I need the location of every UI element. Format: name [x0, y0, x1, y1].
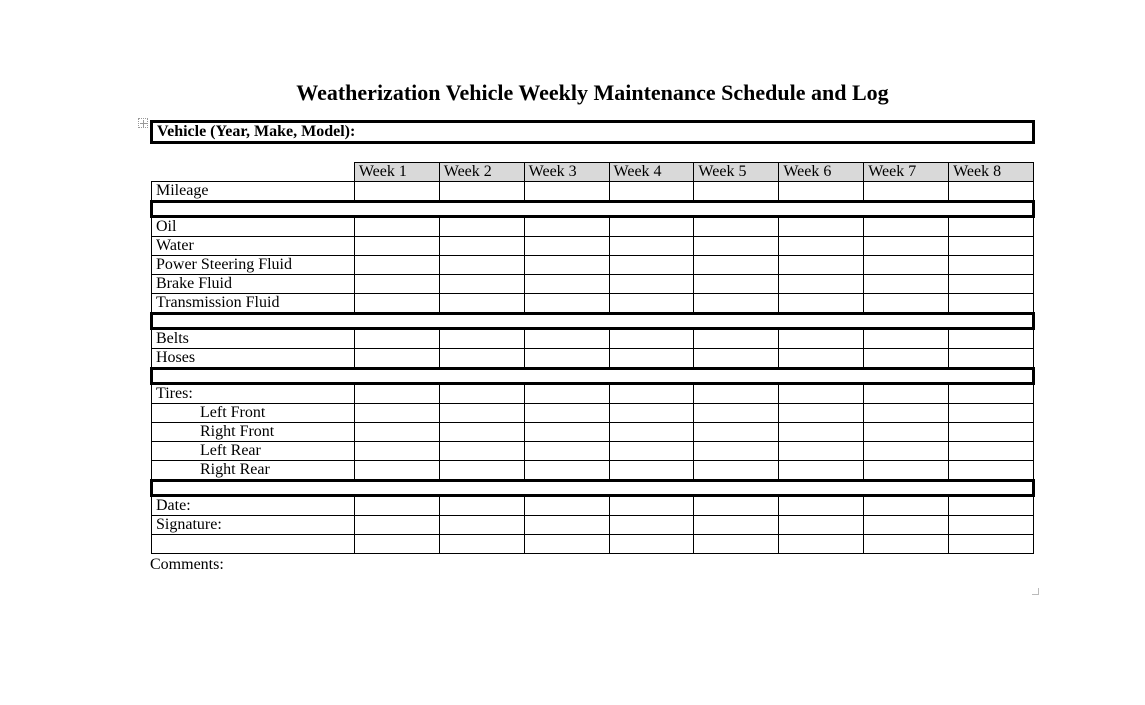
row-label: Left Front	[152, 404, 355, 423]
week-col: Week 3	[524, 163, 609, 182]
maintenance-table: Vehicle (Year, Make, Model): Week 1 Week…	[150, 120, 1035, 554]
table-row: Water	[152, 237, 1034, 256]
table-row: Power Steering Fluid	[152, 256, 1034, 275]
table-row: Right Rear	[152, 461, 1034, 481]
row-label: Hoses	[152, 349, 355, 369]
page-title: Weatherization Vehicle Weekly Maintenanc…	[150, 80, 1035, 106]
row-label: Right Front	[152, 423, 355, 442]
week-col: Week 7	[864, 163, 949, 182]
row-label: Belts	[152, 329, 355, 349]
table-row: Hoses	[152, 349, 1034, 369]
week-col: Week 1	[354, 163, 439, 182]
row-label: Oil	[152, 217, 355, 237]
table-row: Signature:	[152, 516, 1034, 535]
comments-label: Comments:	[150, 556, 1035, 574]
table-row: Mileage	[152, 182, 1034, 202]
table-anchor-icon	[138, 118, 148, 128]
vehicle-row: Vehicle (Year, Make, Model):	[152, 122, 1034, 143]
week-col: Week 5	[694, 163, 779, 182]
row-label: Transmission Fluid	[152, 294, 355, 314]
table-row: Brake Fluid	[152, 275, 1034, 294]
table-row: Belts	[152, 329, 1034, 349]
row-label: Mileage	[152, 182, 355, 202]
separator-row	[152, 202, 1034, 217]
table-row: Oil	[152, 217, 1034, 237]
row-label: Power Steering Fluid	[152, 256, 355, 275]
row-label: Date:	[152, 496, 355, 516]
vehicle-label: Vehicle (Year, Make, Model):	[157, 123, 355, 140]
table-row: Date:	[152, 496, 1034, 516]
separator-row	[152, 369, 1034, 384]
table-row: Left Front	[152, 404, 1034, 423]
row-label: Brake Fluid	[152, 275, 355, 294]
table-row: Left Rear	[152, 442, 1034, 461]
resize-corner-icon	[1032, 588, 1039, 595]
table-row: Tires:	[152, 384, 1034, 404]
table-row: Right Front	[152, 423, 1034, 442]
week-col: Week 8	[949, 163, 1034, 182]
row-label: Signature:	[152, 516, 355, 535]
separator-row	[152, 481, 1034, 496]
row-label: Right Rear	[152, 461, 355, 481]
table-row	[152, 535, 1034, 554]
week-header-row: Week 1 Week 2 Week 3 Week 4 Week 5 Week …	[152, 163, 1034, 182]
week-col: Week 6	[779, 163, 864, 182]
table-row: Transmission Fluid	[152, 294, 1034, 314]
row-label: Tires:	[152, 384, 355, 404]
row-label: Water	[152, 237, 355, 256]
separator-row	[152, 314, 1034, 329]
row-label: Left Rear	[152, 442, 355, 461]
week-col: Week 2	[439, 163, 524, 182]
week-col: Week 4	[609, 163, 694, 182]
